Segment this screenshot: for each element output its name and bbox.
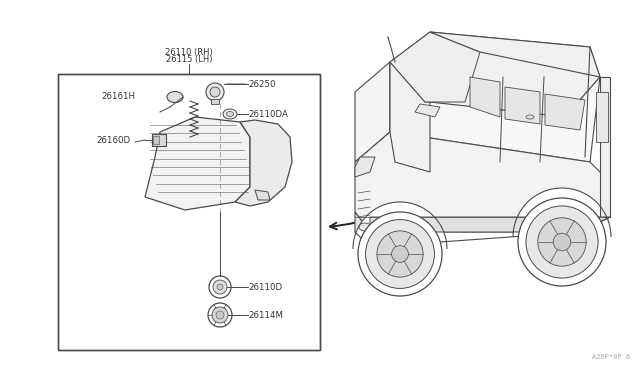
Wedge shape — [513, 188, 611, 237]
Circle shape — [206, 83, 224, 101]
Circle shape — [377, 231, 423, 277]
Text: 26110DA: 26110DA — [248, 109, 288, 119]
Ellipse shape — [223, 109, 237, 119]
Polygon shape — [255, 190, 270, 200]
Text: A26P*0P 6: A26P*0P 6 — [592, 354, 630, 360]
Circle shape — [538, 218, 586, 266]
Bar — [596, 92, 608, 142]
Polygon shape — [390, 62, 600, 162]
Polygon shape — [415, 104, 440, 117]
Circle shape — [392, 246, 408, 262]
Circle shape — [526, 206, 598, 278]
Ellipse shape — [227, 112, 234, 116]
Polygon shape — [470, 77, 500, 117]
Circle shape — [217, 284, 223, 290]
Text: 26160D: 26160D — [96, 135, 130, 144]
Bar — [58, 74, 320, 350]
Polygon shape — [595, 77, 610, 217]
Polygon shape — [505, 87, 540, 124]
Ellipse shape — [167, 92, 183, 103]
Bar — [153, 136, 159, 144]
Polygon shape — [355, 212, 370, 247]
Polygon shape — [545, 94, 585, 130]
Circle shape — [208, 303, 232, 327]
Text: 26114M: 26114M — [248, 311, 283, 320]
Polygon shape — [152, 134, 166, 146]
Circle shape — [216, 311, 224, 319]
Ellipse shape — [526, 115, 534, 119]
Polygon shape — [390, 32, 600, 117]
Text: 26250: 26250 — [248, 80, 275, 89]
Polygon shape — [370, 217, 610, 232]
Polygon shape — [235, 120, 292, 206]
Ellipse shape — [359, 223, 371, 231]
Polygon shape — [390, 62, 430, 172]
Text: 26110D: 26110D — [248, 282, 282, 292]
Circle shape — [213, 280, 227, 294]
Circle shape — [209, 276, 231, 298]
Polygon shape — [390, 32, 480, 102]
Circle shape — [212, 307, 228, 323]
Text: 26115 (LH): 26115 (LH) — [166, 55, 212, 64]
Text: 26110 (RH): 26110 (RH) — [165, 48, 213, 57]
Circle shape — [358, 212, 442, 296]
Circle shape — [518, 198, 606, 286]
Polygon shape — [355, 132, 610, 232]
Wedge shape — [353, 202, 447, 249]
Circle shape — [365, 219, 435, 288]
Polygon shape — [430, 32, 600, 77]
Polygon shape — [355, 62, 390, 162]
Polygon shape — [355, 157, 375, 177]
Circle shape — [553, 233, 571, 251]
Circle shape — [210, 87, 220, 97]
Bar — [58, 74, 320, 350]
Bar — [211, 99, 219, 104]
Text: 26161H: 26161H — [101, 92, 135, 100]
Polygon shape — [145, 117, 250, 210]
